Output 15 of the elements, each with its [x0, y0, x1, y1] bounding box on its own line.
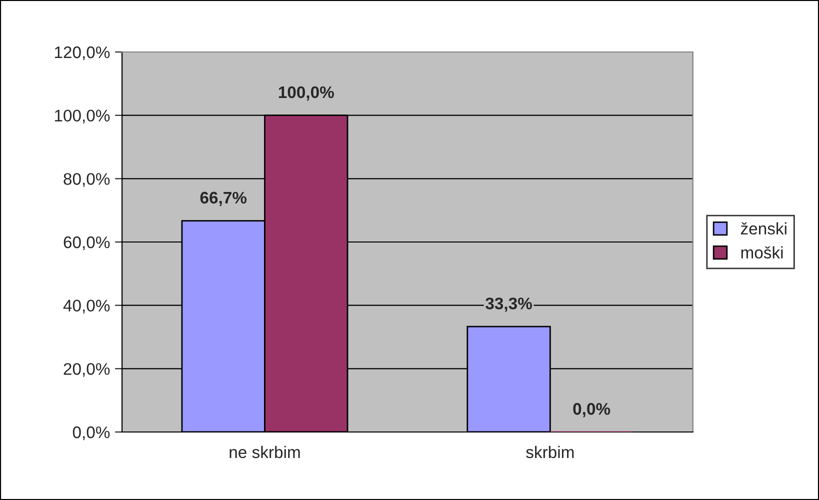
y-tick-label: 40,0% [63, 300, 110, 314]
legend-label: ženski [740, 222, 786, 235]
data-label: 100,0% [278, 86, 334, 101]
data-label: 0,0% [573, 403, 610, 418]
data-label: 66,7% [200, 192, 247, 206]
legend-label: moški [741, 246, 783, 258]
y-tick-label: 60,0% [64, 236, 110, 250]
y-tick-label: 20,0% [64, 363, 110, 377]
x-tick-label: ne skrbim [230, 446, 300, 458]
y-tick-label: 0,0% [72, 426, 110, 440]
y-tick-label: 80,0% [64, 173, 110, 187]
y-tick-label: 100,0% [54, 110, 110, 124]
data-label: 33,3% [486, 298, 532, 312]
x-tick-label: skrbim [526, 446, 574, 458]
y-tick-label: 120,0% [54, 46, 110, 60]
